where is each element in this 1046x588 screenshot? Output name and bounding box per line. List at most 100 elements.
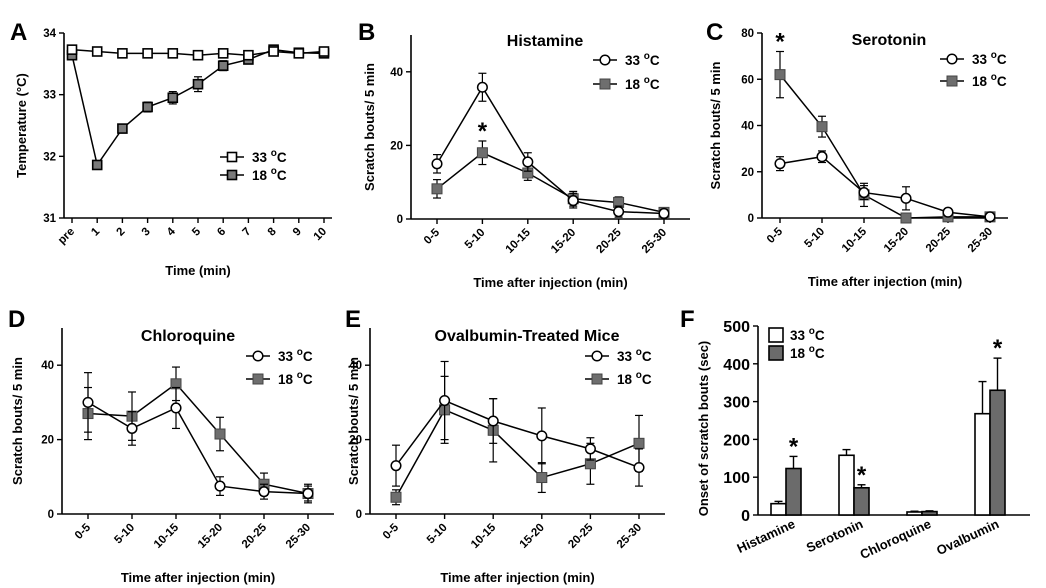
data-point	[170, 402, 182, 414]
x-tick-label: Ovalbumin	[934, 516, 1001, 558]
x-tick-label: 5-10	[112, 522, 137, 547]
data-point	[774, 158, 786, 170]
legend-label: 33 oC	[625, 51, 660, 68]
legend-marker	[226, 151, 238, 163]
data-point	[214, 480, 226, 492]
y-axis-label: Scratch bouts/ 5 min	[346, 357, 361, 485]
series-line	[436, 151, 665, 214]
legend-item: 18 oC	[246, 370, 313, 387]
panel-E: E Ovalbumin-Treated Mice 0 20 40 0-5 5-10 10-15…	[345, 306, 665, 585]
legend-text-part: 18	[790, 346, 809, 361]
legend-text-part: 33	[617, 349, 636, 364]
x-axis-label: Time (min)	[165, 263, 231, 278]
data-point	[117, 48, 128, 59]
legend-text-part: C	[650, 53, 660, 68]
x-tick-label: 5-10	[463, 227, 488, 252]
legend-text-part: o	[297, 370, 303, 381]
data-point	[439, 394, 451, 407]
legend-text-part: 33	[252, 150, 271, 165]
y-tick-label: 33	[43, 90, 56, 102]
legend-item: 18 oC	[940, 72, 1007, 89]
x-tick-label: 5	[190, 225, 203, 238]
legend-text-part: 33	[278, 349, 297, 364]
significance-star: *	[993, 335, 1003, 362]
legend-text-part: 18	[617, 372, 636, 387]
data-point	[142, 48, 153, 59]
x-tick-label: pre	[56, 226, 77, 247]
legend-marker	[226, 169, 238, 181]
y-tick-label: 500	[723, 319, 750, 336]
y-tick-label: 0	[748, 213, 754, 225]
panel-title: Chloroquine	[141, 328, 235, 345]
y-tick-label: 40	[390, 67, 403, 79]
series-filled	[82, 366, 314, 504]
bar	[906, 511, 923, 516]
data-point	[217, 48, 229, 59]
data-point	[243, 49, 254, 61]
series-filled	[774, 50, 996, 224]
legend-text-part: C	[642, 372, 652, 387]
y-axis-label: Onset of scratch bouts (sec)	[696, 341, 711, 517]
x-tick-label: 6	[215, 226, 228, 239]
panel-F: F 0 100 200 300 400 500 Onset of scratch bouts …	[680, 306, 1030, 562]
significance-star: *	[478, 118, 488, 145]
panel-title: Ovalbumin-Treated Mice	[435, 328, 620, 345]
legend-text-part: C	[997, 74, 1007, 89]
legend-item: 33 oC	[593, 51, 660, 68]
legend-text-part: C	[815, 328, 825, 343]
x-axis-label: Time after injection (min)	[473, 275, 627, 290]
data-point	[167, 92, 179, 104]
x-tick-label: 10	[312, 226, 330, 244]
x-tick-label: 5-10	[802, 226, 827, 251]
x-tick-label: 2	[115, 226, 128, 239]
bar	[853, 486, 870, 516]
legend-text-part: o	[991, 72, 997, 83]
x-tick-label: 15-20	[882, 226, 911, 255]
data-point	[567, 195, 579, 207]
x-tick-label: Chloroquine	[858, 516, 934, 562]
x-axis-label: Time after injection (min)	[808, 274, 962, 289]
legend-label: 18 oC	[278, 370, 313, 387]
x-tick-label: 25-30	[640, 227, 669, 256]
x-axis-label: Time after injection (min)	[121, 570, 275, 585]
legend-item: 18 oC	[220, 166, 287, 183]
bar	[785, 467, 802, 516]
legend-text-part: o	[271, 148, 277, 159]
data-point	[192, 49, 204, 61]
legend-text-part: C	[303, 372, 313, 387]
x-tick-label: 5-10	[425, 522, 450, 547]
legend-item: 33 oC	[940, 50, 1007, 67]
data-point	[584, 443, 596, 455]
x-tick-label: 9	[291, 226, 304, 239]
bar	[770, 502, 787, 516]
data-point	[192, 78, 204, 90]
x-tick-label: 1	[89, 225, 102, 238]
data-point	[487, 415, 499, 427]
significance-star: *	[857, 462, 867, 489]
series-line	[436, 85, 665, 215]
x-tick-label: 4	[165, 225, 178, 238]
x-tick-label: 0-5	[422, 226, 443, 247]
y-tick-label: 200	[723, 432, 750, 449]
x-tick-label: 20-25	[566, 521, 596, 551]
legend-swatch	[768, 327, 784, 343]
data-point	[390, 460, 402, 472]
legend-marker	[946, 75, 958, 87]
series-filled	[66, 44, 330, 171]
data-point	[117, 123, 128, 134]
series-open	[774, 150, 996, 223]
data-point	[258, 486, 270, 498]
series-open	[82, 372, 314, 502]
legend-text-part: C	[303, 349, 313, 364]
legend-item: 33 oC	[768, 326, 825, 343]
data-point	[214, 428, 226, 440]
x-tick-label: 25-30	[966, 226, 995, 255]
series-line	[87, 401, 309, 495]
series-line	[87, 382, 309, 495]
data-point	[536, 472, 548, 484]
data-point	[318, 46, 330, 57]
legend-text-part: 33	[625, 53, 644, 68]
x-tick-label: 8	[266, 225, 279, 238]
significance-star: *	[789, 433, 799, 460]
